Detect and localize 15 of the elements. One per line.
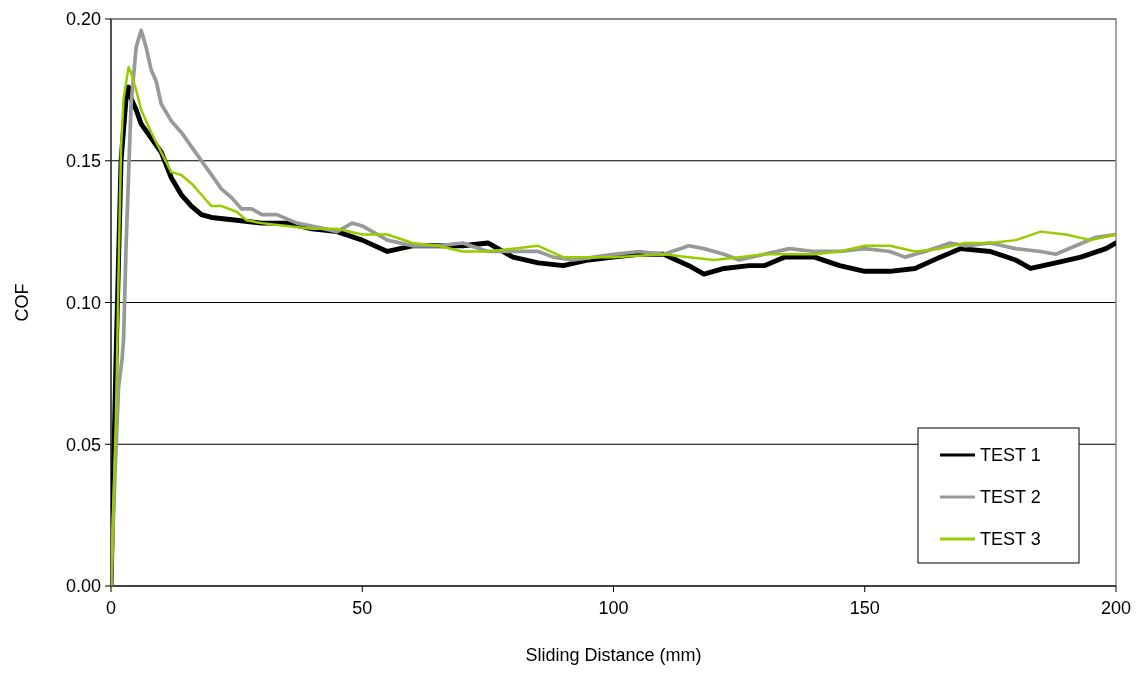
y-tick-label: 0.00 (65, 576, 101, 597)
x-tick-label: 50 (352, 598, 373, 618)
x-tick-label: 200 (1100, 598, 1132, 618)
legend-label: TEST 1 (980, 445, 1041, 466)
y-tick-label: 0.20 (65, 9, 101, 30)
y-tick-label: 0.15 (65, 151, 101, 172)
y-tick-label: 0.10 (65, 292, 101, 313)
x-tick-label: 0 (105, 598, 117, 618)
y-tick-label: 0.05 (65, 434, 101, 455)
legend-label: TEST 3 (980, 529, 1041, 550)
y-axis-title: COF (12, 283, 32, 322)
x-axis-title: Sliding Distance (mm) (525, 645, 702, 665)
x-tick-label: 100 (598, 598, 629, 618)
legend-label: TEST 2 (980, 487, 1041, 508)
x-tick-label: 150 (849, 598, 880, 618)
